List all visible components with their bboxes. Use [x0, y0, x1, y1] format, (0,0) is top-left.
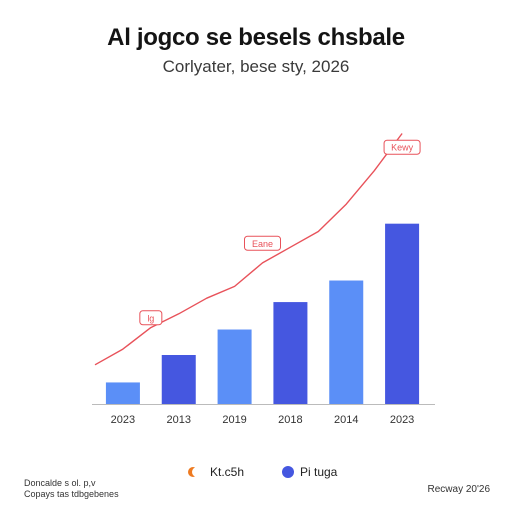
trend-line — [94, 133, 403, 366]
bar-2 — [217, 329, 252, 404]
footer-left-line-2: Copays tas tdbgebenes — [24, 489, 119, 499]
legend-label-line: Kt.c5h — [210, 465, 245, 479]
legend-label-bars: Pi tuga — [300, 465, 338, 479]
x-tick-label: 2023 — [390, 414, 414, 426]
annotation-label: Kewy — [391, 143, 414, 153]
bar-4 — [329, 280, 364, 404]
bar-3 — [273, 302, 308, 404]
chart-subtitle: Corlyater, bese sty, 2026 — [162, 57, 350, 76]
bar-0 — [105, 382, 140, 404]
footer-left: Doncalde s ol. p,v Copays tas tdbgebenes — [24, 478, 119, 500]
dot-icon — [282, 466, 294, 478]
annotation-label: lg — [147, 313, 154, 323]
chart-title: Al jogco se besels chsbale — [107, 24, 405, 51]
annotation-box — [244, 235, 281, 251]
annotation-box — [383, 139, 421, 155]
legend-item-bars: Pi tuga — [282, 462, 337, 482]
footer-right: Recway 20'26 — [427, 484, 491, 495]
bar-5 — [385, 223, 420, 404]
annotation-box — [139, 310, 163, 326]
x-tick-label: 2023 — [111, 414, 135, 426]
x-tick-label: 2019 — [222, 414, 246, 426]
x-tick-label: 2014 — [334, 414, 358, 426]
moon-icon — [192, 467, 202, 477]
legend-item-line: Kt.c5h — [188, 462, 244, 482]
annotation-label: Eane — [252, 239, 273, 249]
footer-left-line-1: Doncalde s ol. p,v — [24, 478, 96, 488]
bar-1 — [161, 355, 196, 404]
x-tick-label: 2013 — [167, 414, 191, 426]
x-tick-label: 2018 — [278, 414, 302, 426]
